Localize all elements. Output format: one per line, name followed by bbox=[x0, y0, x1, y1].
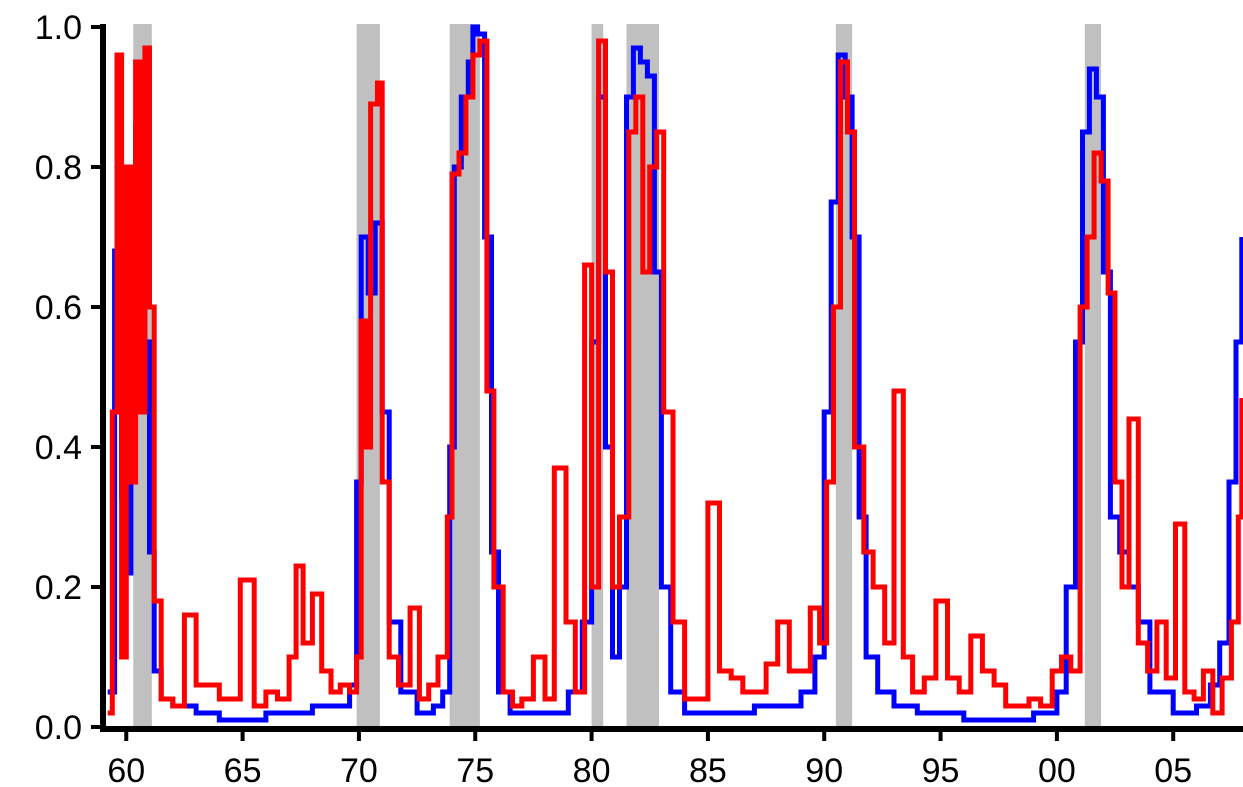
series-line-1 bbox=[107, 24, 1243, 723]
tick-layer: 60 65 70 75 80 85 90 95 00 05 0.0 0.2 0.4 0.6 0.8 1.0 bbox=[35, 9, 1192, 787]
x-tick-label: 65 bbox=[224, 752, 262, 787]
x-tick-label: 90 bbox=[805, 752, 843, 787]
y-tick-label: 0.4 bbox=[35, 429, 82, 467]
series-layer bbox=[107, 24, 1243, 723]
y-tick-label: 0.0 bbox=[35, 709, 82, 747]
x-tick-label: 70 bbox=[340, 752, 378, 787]
y-tick-label: 1.0 bbox=[35, 9, 82, 47]
x-tick-label: 75 bbox=[456, 752, 494, 787]
x-tick-label: 95 bbox=[922, 752, 960, 787]
y-tick-label: 0.6 bbox=[35, 289, 82, 327]
x-tick-label: 05 bbox=[1154, 752, 1192, 787]
y-tick-label: 0.8 bbox=[35, 149, 82, 187]
x-tick-label: 80 bbox=[573, 752, 611, 787]
axis-layer bbox=[100, 24, 1243, 732]
x-tick-label: 00 bbox=[1038, 752, 1076, 787]
x-tick-label: 60 bbox=[107, 752, 145, 787]
series-line-2 bbox=[107, 38, 1243, 716]
x-tick-label: 85 bbox=[689, 752, 727, 787]
y-tick-label: 0.2 bbox=[35, 569, 82, 607]
recession-band bbox=[1084, 24, 1102, 727]
